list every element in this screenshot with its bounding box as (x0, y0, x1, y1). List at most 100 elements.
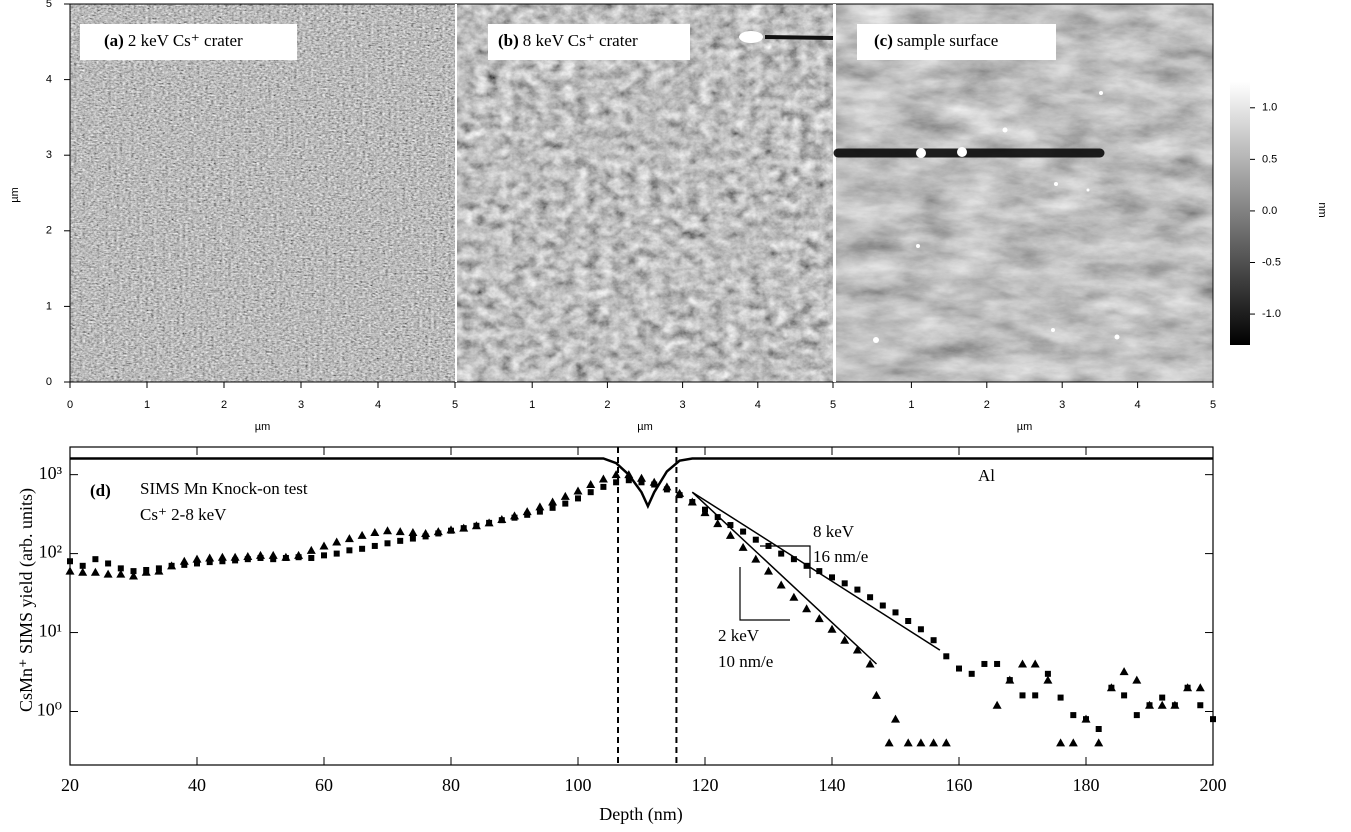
y-tick-label: 3 (46, 149, 52, 161)
data-point (1094, 738, 1104, 747)
afm-image (836, 4, 1213, 382)
data-point (854, 586, 861, 593)
data-point (522, 507, 532, 516)
data-point (1133, 712, 1140, 719)
series-label: 2 keV (718, 626, 760, 645)
data-point (397, 537, 404, 544)
data-point (129, 571, 138, 580)
x-tick-label: 60 (315, 775, 333, 795)
colorbar-tick-label: -0.5 (1262, 256, 1281, 268)
data-point (484, 518, 494, 527)
afm-particle (1099, 91, 1103, 95)
data-point (206, 559, 213, 566)
x-tick-label: 40 (188, 775, 206, 795)
data-point (778, 550, 785, 557)
data-point (1195, 683, 1205, 692)
x-tick-label: 4 (1135, 399, 1141, 411)
panel-letter: (d) (90, 481, 111, 500)
data-point (752, 536, 759, 543)
y-tick-label: 0 (46, 376, 52, 388)
data-point (1019, 692, 1026, 699)
data-point (790, 556, 797, 563)
data-point (884, 738, 894, 747)
data-point (714, 514, 721, 521)
data-point (409, 535, 416, 542)
x-tick-label: 120 (692, 775, 719, 795)
data-point (1068, 738, 1078, 747)
data-point (1005, 675, 1015, 684)
data-point (333, 550, 340, 557)
y-tick-label: 5 (46, 0, 52, 10)
x-tick-label: 3 (298, 399, 304, 411)
data-point (700, 508, 710, 517)
data-point (141, 567, 151, 576)
data-point (968, 670, 975, 677)
data-point (598, 474, 608, 483)
data-point (637, 473, 646, 482)
data-point (92, 556, 99, 563)
series-label: 8 keV (813, 522, 855, 541)
data-point (294, 550, 304, 559)
data-point (573, 486, 583, 495)
plot-title: SIMS Mn Knock-on test (140, 479, 308, 498)
x-tick-label: 5 (1210, 399, 1216, 411)
afm-image (457, 4, 833, 382)
data-point (103, 569, 113, 578)
data-point (346, 547, 353, 554)
data-point (194, 560, 200, 567)
data-point (586, 480, 596, 489)
data-point (727, 522, 734, 529)
label-box (488, 24, 690, 60)
data-point (1056, 738, 1066, 747)
series-line (70, 457, 1213, 510)
data-point (1119, 667, 1129, 676)
data-point (740, 528, 747, 535)
data-point (510, 511, 519, 520)
data-point (611, 470, 621, 479)
label-box (857, 24, 1056, 60)
afm-particle (916, 148, 926, 158)
data-point (600, 483, 607, 490)
colorbar-label: nm (1316, 202, 1328, 217)
data-point (930, 637, 937, 644)
data-point (625, 477, 632, 484)
data-point (562, 500, 569, 507)
data-point (332, 537, 342, 546)
afm-particle (1086, 188, 1090, 192)
y-axis-label: CsMn⁺ SIMS yield (arb. units) (16, 488, 37, 712)
data-point (841, 580, 848, 587)
data-point (764, 566, 773, 575)
data-point (765, 542, 772, 549)
panel-title: (a) 2 keV Cs⁺ crater (104, 31, 243, 50)
data-point (117, 565, 124, 572)
panel-letter: (c) (874, 31, 893, 50)
afm-particle (916, 244, 920, 248)
annotation: 10 nm/e (718, 652, 773, 671)
data-point (319, 541, 329, 550)
data-point (497, 515, 507, 524)
x-tick-label: 20 (61, 775, 79, 795)
panel-caption: sample surface (897, 31, 998, 50)
data-point (471, 521, 481, 530)
data-point (359, 545, 366, 552)
data-point (535, 502, 545, 511)
data-point (917, 626, 924, 633)
y-tick-label: 1 (46, 300, 52, 312)
data-point (981, 660, 988, 667)
data-point (1170, 700, 1180, 709)
x-tick-label: 1 (529, 399, 535, 411)
data-point (852, 645, 862, 654)
data-point (905, 618, 912, 625)
data-point (803, 562, 810, 569)
data-point (1030, 659, 1040, 668)
y-tick-label: 4 (46, 74, 52, 86)
data-point (154, 566, 164, 575)
data-point (243, 551, 253, 560)
data-point (1145, 700, 1154, 709)
data-point (840, 635, 850, 644)
panel-caption: 2 keV Cs⁺ crater (128, 31, 243, 50)
data-point (230, 552, 240, 561)
data-point (941, 738, 951, 747)
